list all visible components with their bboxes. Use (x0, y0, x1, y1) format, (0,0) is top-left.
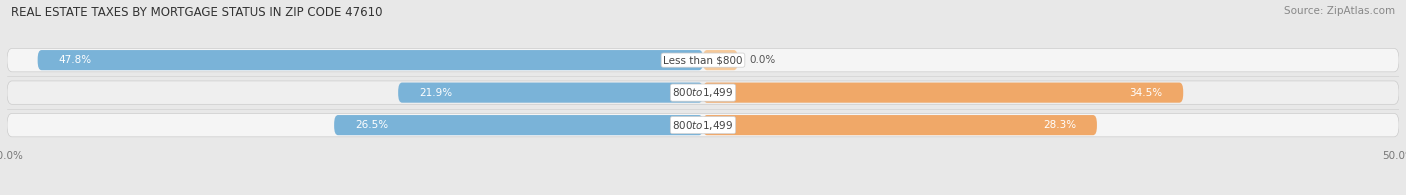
Text: $800 to $1,499: $800 to $1,499 (672, 119, 734, 132)
Text: Less than $800: Less than $800 (664, 55, 742, 65)
Text: REAL ESTATE TAXES BY MORTGAGE STATUS IN ZIP CODE 47610: REAL ESTATE TAXES BY MORTGAGE STATUS IN … (11, 6, 382, 19)
Text: 26.5%: 26.5% (354, 120, 388, 130)
FancyBboxPatch shape (703, 115, 1097, 135)
Text: Source: ZipAtlas.com: Source: ZipAtlas.com (1284, 6, 1395, 16)
FancyBboxPatch shape (335, 115, 703, 135)
Text: 47.8%: 47.8% (59, 55, 91, 65)
FancyBboxPatch shape (38, 50, 703, 70)
Text: 21.9%: 21.9% (419, 88, 453, 98)
Text: $800 to $1,499: $800 to $1,499 (672, 86, 734, 99)
Text: 34.5%: 34.5% (1129, 88, 1163, 98)
FancyBboxPatch shape (703, 50, 738, 70)
FancyBboxPatch shape (7, 113, 1399, 137)
Text: 0.0%: 0.0% (749, 55, 775, 65)
FancyBboxPatch shape (703, 82, 1184, 103)
FancyBboxPatch shape (7, 81, 1399, 104)
Text: 28.3%: 28.3% (1043, 120, 1076, 130)
FancyBboxPatch shape (398, 82, 703, 103)
FancyBboxPatch shape (7, 48, 1399, 72)
